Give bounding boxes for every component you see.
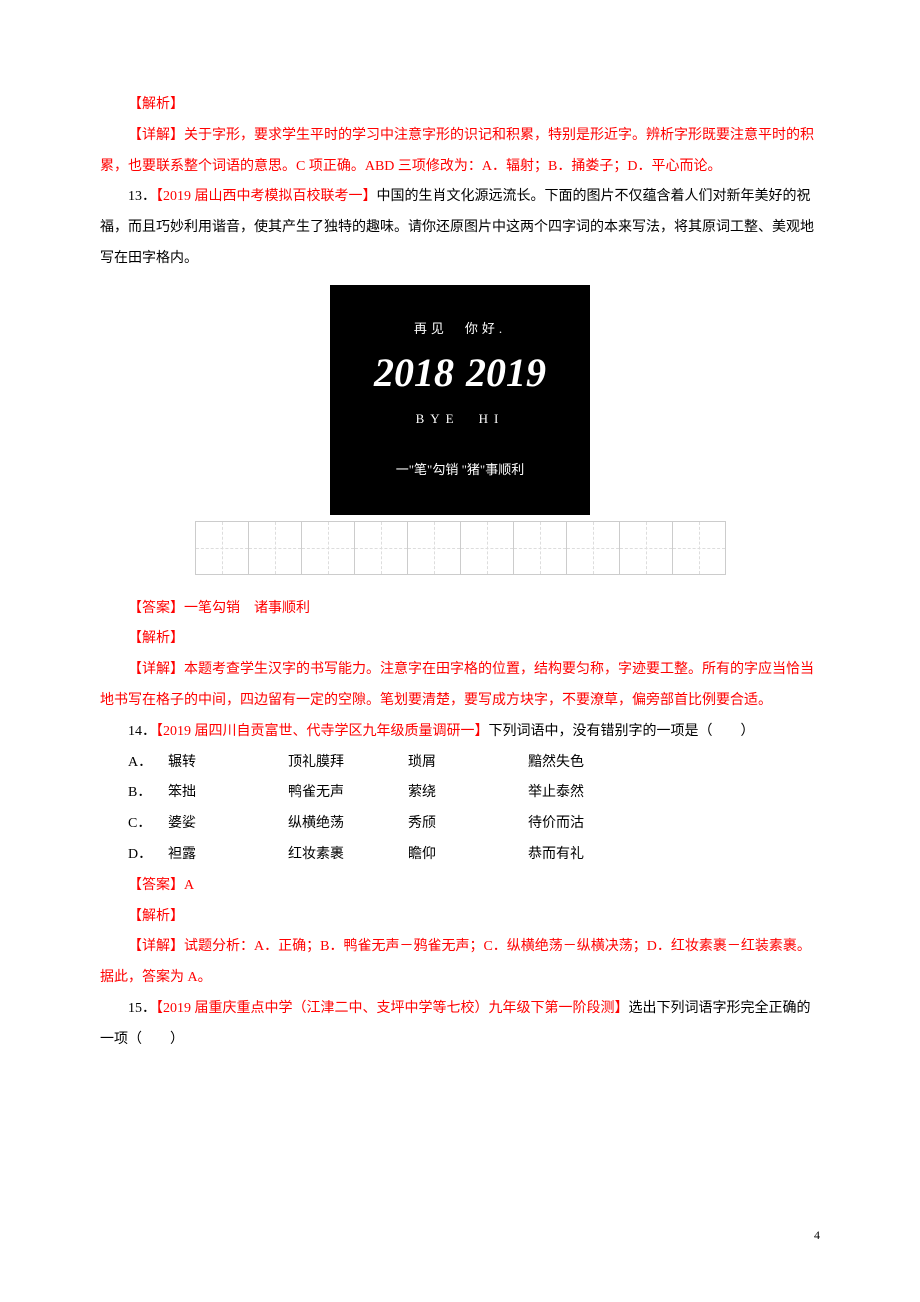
opt-label: A． xyxy=(128,748,168,779)
q14-text: 下列词语中，没有错别字的一项是（ ） xyxy=(489,724,755,739)
q14-xiangjie: 【详解】试题分析：A．正确；B．鸭雀无声－鸦雀无声；C．纵横绝荡－纵横决荡；D．… xyxy=(100,932,820,994)
opt-col: 萦绕 xyxy=(408,778,528,809)
grid-cell xyxy=(301,521,354,574)
opt-col: 黯然失色 xyxy=(528,748,648,779)
q13-source: 【2019 届山西中考模拟百校联考一】 xyxy=(156,189,377,204)
q14-option-d: D． 袒露 红妆素裹 瞻仰 恭而有礼 xyxy=(128,840,820,871)
opt-label: D． xyxy=(128,840,168,871)
opt-col: 鸭雀无声 xyxy=(288,778,408,809)
opt-col: 举止泰然 xyxy=(528,778,648,809)
tianzi-grid xyxy=(195,521,726,575)
q15-source: 【2019 届重庆重点中学（江津二中、支坪中学等七校）九年级下第一阶段测】 xyxy=(156,1001,629,1016)
q14-number: 14． xyxy=(128,724,156,739)
card-top-left: 再见 xyxy=(414,321,448,336)
card-top-row: 再见 你好. xyxy=(330,285,590,344)
year-2018: 2018 xyxy=(374,353,454,393)
card-bottom: 一"笔"勾销 "猪"事顺利 xyxy=(330,456,590,485)
q14-jiexi-label: 【解析】 xyxy=(100,902,820,933)
xiangjie-label: 【详解】 xyxy=(128,128,184,143)
grid-cell xyxy=(619,521,672,574)
grid-cell xyxy=(513,521,566,574)
tianzi-grid-wrap xyxy=(100,521,820,588)
q14-option-a: A． 辗转 顶礼膜拜 琐屑 黯然失色 xyxy=(128,748,820,779)
opt-col: 恭而有礼 xyxy=(528,840,648,871)
opt-col: 辗转 xyxy=(168,748,288,779)
grid-cell xyxy=(354,521,407,574)
q13-xiangjie-text: 本题考查学生汉字的书写能力。注意字在田字格的位置，结构要匀称，字迹要工整。所有的… xyxy=(100,662,814,708)
q13-image: 再见 你好. 2018 2019 BYE HI 一"笔"勾销 "猪"事顺利 xyxy=(100,285,820,515)
grid-cell xyxy=(195,521,248,574)
new-year-card: 再见 你好. 2018 2019 BYE HI 一"笔"勾销 "猪"事顺利 xyxy=(330,285,590,515)
page-number: 4 xyxy=(814,1222,820,1248)
card-years: 2018 2019 xyxy=(330,353,590,393)
q13-stem: 13．【2019 届山西中考模拟百校联考一】中国的生肖文化源远流长。下面的图片不… xyxy=(100,182,820,274)
year-2019: 2019 xyxy=(466,353,546,393)
opt-label: B． xyxy=(128,778,168,809)
q15-number: 15． xyxy=(128,1001,156,1016)
q14-option-c: C． 婆娑 纵横绝荡 秀颀 待价而沽 xyxy=(128,809,820,840)
q15-stem: 15．【2019 届重庆重点中学（江津二中、支坪中学等七校）九年级下第一阶段测】… xyxy=(100,994,820,1056)
q13-jiexi-label: 【解析】 xyxy=(100,624,820,655)
daan-text: A xyxy=(184,878,194,893)
card-bye: BYE xyxy=(416,411,460,426)
xiangjie-para-1: 【详解】关于字形，要求学生平时的学习中注意字形的识记和积累，特别是形近字。辨析字… xyxy=(100,121,820,183)
card-hi: HI xyxy=(479,411,505,426)
grid-cell xyxy=(566,521,619,574)
opt-col: 婆娑 xyxy=(168,809,288,840)
daan-label: 【答案】 xyxy=(128,878,184,893)
opt-col: 秀颀 xyxy=(408,809,528,840)
opt-col: 笨拙 xyxy=(168,778,288,809)
q14-options: A． 辗转 顶礼膜拜 琐屑 黯然失色 B． 笨拙 鸭雀无声 萦绕 举止泰然 C．… xyxy=(128,748,820,871)
opt-col: 待价而沽 xyxy=(528,809,648,840)
xiangjie-text: 关于字形，要求学生平时的学习中注意字形的识记和积累，特别是形近字。辨析字形既要注… xyxy=(100,128,814,174)
grid-cell xyxy=(460,521,513,574)
daan-text: 一笔勾销 诸事顺利 xyxy=(184,601,310,616)
q13-xiangjie: 【详解】本题考查学生汉字的书写能力。注意字在田字格的位置，结构要匀称，字迹要工整… xyxy=(100,655,820,717)
q13-answer: 【答案】一笔勾销 诸事顺利 xyxy=(100,594,820,625)
q13-xiangjie-label: 【详解】 xyxy=(128,662,184,677)
q14-stem: 14．【2019 届四川自贡富世、代寺学区九年级质量调研一】下列词语中，没有错别… xyxy=(100,717,820,748)
card-bye-hi: BYE HI xyxy=(330,405,590,434)
q14-source: 【2019 届四川自贡富世、代寺学区九年级质量调研一】 xyxy=(156,724,489,739)
grid-cell xyxy=(407,521,460,574)
q14-xiangjie-text: 试题分析：A．正确；B．鸭雀无声－鸦雀无声；C．纵横绝荡－纵横决荡；D．红妆素裹… xyxy=(100,939,811,985)
opt-label: C． xyxy=(128,809,168,840)
jiexi-label: 【解析】 xyxy=(100,90,820,121)
card-top-right: 你好. xyxy=(465,321,506,336)
q13-number: 13． xyxy=(128,189,156,204)
q14-xiangjie-label: 【详解】 xyxy=(128,939,184,954)
q14-answer: 【答案】A xyxy=(100,871,820,902)
opt-col: 顶礼膜拜 xyxy=(288,748,408,779)
grid-cell xyxy=(672,521,725,574)
opt-col: 琐屑 xyxy=(408,748,528,779)
opt-col: 红妆素裹 xyxy=(288,840,408,871)
q14-option-b: B． 笨拙 鸭雀无声 萦绕 举止泰然 xyxy=(128,778,820,809)
opt-col: 瞻仰 xyxy=(408,840,528,871)
grid-cell xyxy=(248,521,301,574)
opt-col: 袒露 xyxy=(168,840,288,871)
daan-label: 【答案】 xyxy=(128,601,184,616)
opt-col: 纵横绝荡 xyxy=(288,809,408,840)
